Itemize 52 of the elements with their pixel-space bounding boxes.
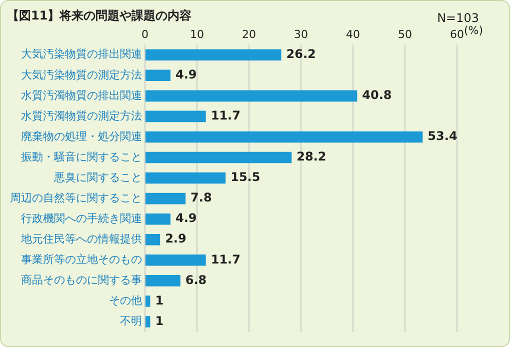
data-label: 1 <box>155 314 164 328</box>
data-label: 28.2 <box>296 150 326 164</box>
data-label: 53.4 <box>428 129 458 144</box>
chart-title: 【図11】将来の問題や課題の内容 <box>7 8 192 22</box>
bar <box>146 316 150 328</box>
data-label: 4.9 <box>175 211 197 226</box>
y-tick-label: 周辺の自然等に関すること <box>10 191 142 204</box>
x-tick-label: 50 <box>398 28 412 41</box>
bar <box>146 254 206 266</box>
data-label: 40.8 <box>362 88 392 102</box>
y-tick-label: その他 <box>109 294 142 308</box>
y-tick-label: 悪臭に関すること <box>53 170 142 184</box>
data-label: 15.5 <box>230 170 260 184</box>
y-tick-label: 振動・騒音に関すること <box>21 150 142 164</box>
bar <box>146 90 358 102</box>
y-tick-label: 大気汚染物質の排出関連 <box>21 48 142 61</box>
x-tick-label: 40 <box>346 28 360 41</box>
data-label: 11.7 <box>210 252 240 266</box>
data-label: 7.8 <box>190 190 212 205</box>
bar <box>146 70 170 82</box>
bar <box>146 192 186 204</box>
x-tick-label: 20 <box>242 28 256 41</box>
x-tick-label: 10 <box>190 28 204 41</box>
bar <box>146 152 292 164</box>
y-tick-label: 大気汚染物質の測定方法 <box>21 68 142 82</box>
text: N=103 <box>437 11 479 26</box>
data-label: 1 <box>155 293 164 308</box>
bar <box>146 110 206 122</box>
data-label: 2.9 <box>165 232 186 246</box>
bar <box>146 296 150 307</box>
y-tick-label: 不明 <box>120 314 142 328</box>
x-tick-label: 0 <box>142 28 148 41</box>
bar <box>146 213 170 225</box>
x-axis-title: (%) <box>464 24 484 37</box>
bar <box>146 172 226 184</box>
y-tick-label: 事業所等の立地そのもの <box>21 253 142 266</box>
bar <box>146 234 160 246</box>
data-label: 11.7 <box>210 108 240 123</box>
x-tick-label: 30 <box>294 28 308 41</box>
y-tick-label: 水質汚濁物質の排出関連 <box>21 88 142 102</box>
y-tick-label: 廃棄物の処理・処分関連 <box>21 130 142 143</box>
bar <box>146 131 423 143</box>
y-tick-label: 地元住民等への情報提供 <box>20 232 142 246</box>
y-tick-label: 行政機関への手続き関連 <box>21 212 142 225</box>
x-tick-label: 60 <box>450 28 464 41</box>
bar <box>146 49 282 61</box>
data-label: 4.9 <box>175 68 197 82</box>
y-tick-label: 水質汚濁物質の測定方法 <box>21 109 142 122</box>
y-tick-label: 商品そのものに関する事 <box>21 274 142 287</box>
data-label: 26.2 <box>286 46 316 61</box>
data-label: 6.8 <box>185 272 207 287</box>
bar <box>146 275 180 286</box>
